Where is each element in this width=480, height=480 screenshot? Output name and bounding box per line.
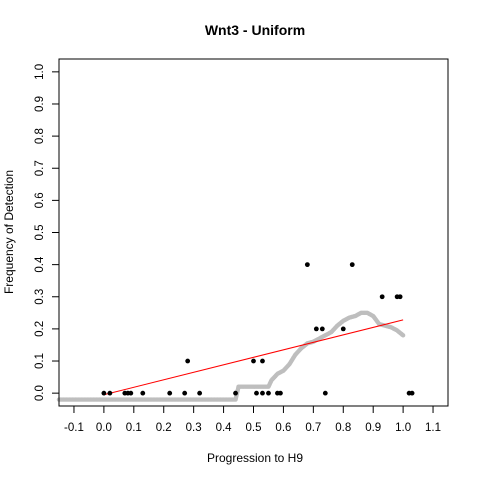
data-point xyxy=(322,390,328,396)
data-point xyxy=(140,390,146,396)
x-tick-label: 1.1 xyxy=(425,422,441,434)
y-tick-label: 1.0 xyxy=(34,64,46,80)
data-point xyxy=(340,326,346,332)
y-tick-label: 0.8 xyxy=(34,128,46,144)
y-tick-label: 0.3 xyxy=(34,289,46,305)
x-tick-label: 0.9 xyxy=(365,422,381,434)
data-point xyxy=(313,326,319,332)
smooth-point xyxy=(400,333,406,338)
plot-frame xyxy=(58,58,449,407)
data-point xyxy=(260,358,265,364)
x-tick-label: 0.2 xyxy=(156,422,172,434)
x-tick-label: 0.0 xyxy=(96,422,112,434)
data-point xyxy=(128,390,134,396)
x-tick-label: 1.0 xyxy=(395,422,411,434)
x-axis-label: Progression to H9 xyxy=(207,451,303,465)
chart-title: Wnt3 - Uniform xyxy=(205,22,305,38)
x-tick-label: -0.1 xyxy=(64,422,84,434)
x-tick-label: 0.4 xyxy=(216,422,233,434)
data-point xyxy=(107,390,113,396)
data-point xyxy=(397,294,403,300)
y-tick-label: 0.0 xyxy=(34,385,46,401)
data-point xyxy=(304,262,310,268)
y-tick-label: 0.2 xyxy=(34,321,46,337)
data-point xyxy=(182,390,188,396)
y-tick-label: 0.4 xyxy=(34,256,46,273)
x-tick-label: 0.7 xyxy=(305,422,321,434)
data-point xyxy=(409,390,415,396)
y-tick-label: 0.5 xyxy=(34,225,46,241)
data-point xyxy=(167,390,173,396)
data-point xyxy=(185,358,191,364)
data-point xyxy=(349,262,355,268)
data-point xyxy=(233,390,238,396)
data-point xyxy=(260,390,265,396)
y-tick-label: 0.7 xyxy=(34,160,46,176)
plot-data xyxy=(56,262,415,402)
data-point xyxy=(251,358,256,364)
trend-line xyxy=(103,319,404,396)
data-point xyxy=(319,326,325,332)
x-tick-label: 0.6 xyxy=(275,422,291,434)
y-axis-label: Frequency of Detection xyxy=(2,170,16,294)
x-tick-label: 0.3 xyxy=(186,422,202,434)
y-tick-label: 0.6 xyxy=(34,192,46,208)
y-tick-label: 0.9 xyxy=(34,96,46,112)
x-tick-label: 0.8 xyxy=(335,422,351,434)
data-point xyxy=(379,294,385,300)
x-tick-label: 0.5 xyxy=(246,422,262,434)
x-tick-label: 0.1 xyxy=(126,422,142,434)
data-point xyxy=(101,390,107,396)
data-point xyxy=(266,390,271,396)
data-point xyxy=(278,390,283,396)
data-point xyxy=(197,390,203,396)
y-tick-label: 0.1 xyxy=(34,353,46,369)
data-point xyxy=(254,390,259,396)
